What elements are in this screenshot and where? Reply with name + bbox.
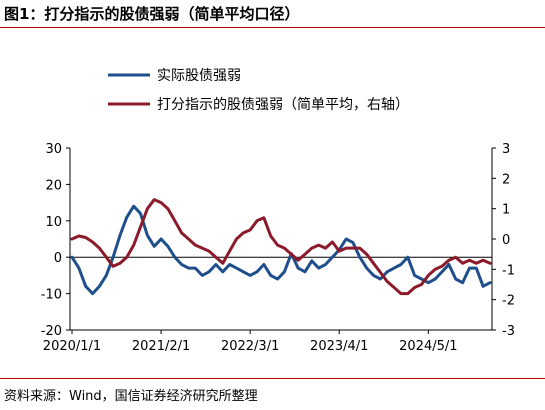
source-note: 资料来源：Wind，国信证券经济研究所整理 [4,389,258,404]
left-tick-label: -10 [41,288,62,303]
left-tick-label: 0 [54,251,62,266]
right-tick-label: 2 [502,172,510,187]
left-tick-label: 10 [45,215,62,230]
series-line-2 [70,198,492,296]
left-tick-label: 30 [45,142,62,157]
series-line-1 [70,204,492,296]
x-tick-label: 2023/4/1 [310,339,368,354]
right-tick-label: 0 [502,233,510,248]
right-tick-label: -3 [502,324,515,339]
right-tick-label: -1 [502,263,515,278]
series-layer [70,198,492,296]
left-tick-label: 20 [45,178,62,193]
right-tick-label: -2 [502,294,515,309]
x-tick-label: 2020/1/1 [43,339,101,354]
left-tick-label: -20 [41,324,62,339]
x-tick-label: 2021/2/1 [132,339,190,354]
right-tick-label: 1 [502,203,510,218]
figure-title: 图1：打分指示的股债强弱（简单平均口径） [4,5,300,23]
right-tick-label: 3 [502,142,510,157]
legend-label-2: 打分指示的股债强弱（简单平均，右轴） [157,96,409,113]
title-divider [0,27,545,28]
legend-label-1: 实际股债强弱 [157,68,241,84]
source-divider [0,378,545,379]
x-tick-label: 2022/3/1 [221,339,279,354]
x-tick-label: 2024/5/1 [399,339,457,354]
